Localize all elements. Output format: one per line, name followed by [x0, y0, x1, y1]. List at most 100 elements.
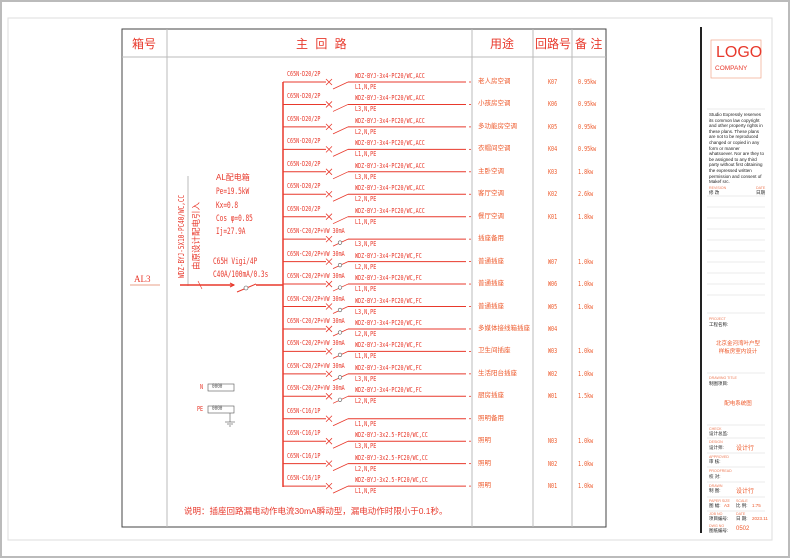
phase-label: L3,N,PE [355, 105, 377, 114]
header-main-circuit: 主 回 路 [296, 37, 349, 51]
drawn-label: 制 图: [709, 488, 721, 493]
breaker-label: C65N-C20/2P+VW 30mA [287, 272, 345, 281]
circuit-no: W05 [548, 302, 558, 311]
paper-size-label: 图 幅: [709, 503, 721, 508]
remark: 1.0kw [578, 482, 594, 491]
cable-label: WDZ-BYJ-3x4-PC20/WC,FC [355, 363, 422, 372]
proofread-label: 校 对: [709, 474, 721, 479]
circuit-no: W03 [548, 347, 558, 356]
remark: 1.8kw [578, 167, 594, 176]
paper-size-value: A3 [724, 503, 730, 508]
box-title: AL配电箱 [216, 173, 250, 182]
breaker-switch-contact [332, 148, 349, 157]
logo: LOGO [716, 44, 763, 61]
breaker-x-icon [325, 415, 333, 423]
phase-label: L2,N,PE [355, 464, 377, 473]
drawing-name: 配电系统图 [724, 401, 752, 407]
header-box-no: 箱号 [132, 37, 157, 51]
title-block-rules [707, 108, 765, 512]
incoming-cable: WDZ-BYJ-5X10-PC40/WC,CC [177, 194, 186, 278]
circuit-no: W02 [548, 369, 558, 378]
cable-label: WDZ-BYJ-3x2.5-PC20/WC,CC [355, 431, 428, 440]
breaker-label: C65N-C16/1P [287, 474, 321, 483]
table-frame [121, 28, 607, 528]
circuit-no: K07 [548, 78, 558, 86]
breaker-x-icon [325, 258, 333, 265]
approved-label-en: APPROVED [709, 455, 729, 459]
box-kx: Kx=0.8 [216, 201, 239, 211]
job-no-label-en: JOB NO [709, 512, 723, 516]
scale-label-en: SCALE [736, 499, 748, 503]
usage-label: 照明 [478, 459, 491, 467]
date-label: 日期 [756, 190, 765, 195]
usage-label: 普通插座 [478, 280, 504, 288]
phase-label: L1,N,PE [355, 217, 377, 226]
breaker-x-icon [325, 213, 333, 220]
issue-date-label-en: DATE [736, 512, 746, 516]
revision-label-en: REVISION [709, 186, 727, 190]
breaker-label: C65N-D20/2P [287, 70, 321, 78]
rcd-icon [337, 375, 343, 380]
usage-label: 生活阳台插座 [478, 369, 517, 377]
circuit-no: N03 [548, 437, 558, 446]
remark: 1.5kw [578, 392, 594, 401]
phase-label: L2,N,PE [355, 329, 377, 338]
cable-label: WDZ-BYJ-3x4-PC20/WC,FC [355, 296, 422, 305]
n-terminal-block [207, 383, 235, 392]
remark: 0.95kw [578, 100, 597, 109]
breaker-label: C65N-D20/2P [287, 182, 321, 191]
circuit-no: W01 [548, 392, 558, 401]
approved-label: 审 核: [709, 459, 721, 464]
designer-value: 设计行 [736, 446, 755, 452]
project-label-en: PROJECT [709, 317, 726, 321]
breaker-label: C65N-C16/1P [287, 451, 321, 460]
remark: 2.6kw [578, 190, 594, 199]
remark: 1.8kw [578, 212, 594, 221]
usage-label: 多媒体接线箱插座 [478, 324, 530, 332]
date-label-en: DATE [756, 186, 766, 190]
breaker-switch-contact [332, 463, 349, 472]
pe-terminal-block [207, 405, 235, 414]
proofread-label-en: PROOFREAD [709, 469, 732, 473]
project-name: 北京金河湾叶户型 样板房室内设计 [715, 341, 760, 355]
cable-label: WDZ-BYJ-3x4-PC20/WC,ACC [355, 206, 425, 215]
incoming-arrow [229, 282, 236, 288]
phase-label: L3,N,PE [355, 240, 377, 249]
circuit-no: K02 [548, 190, 558, 199]
drawn-label-en: DRAWN [709, 484, 723, 488]
usage-label: 客厅空调 [478, 190, 504, 198]
usage-label: 餐厅空调 [478, 212, 504, 220]
cable-label: WDZ-BYJ-3x4-PC20/WC,ACC [355, 116, 425, 125]
cable-label: WDZ-BYJ-3x4-PC20/WC,ACC [355, 72, 425, 80]
design-label-en: DESIGN [709, 440, 723, 444]
main-breaker: C65H Vigi/4P [213, 257, 258, 267]
phase-label: L2,N,PE [355, 262, 377, 271]
cable-label: WDZ-BYJ-3x4-PC20/WC,FC [355, 318, 422, 327]
drawing-title-label-en: DRAWING TITLE [709, 376, 737, 380]
cable-label: WDZ-BYJ-3x4-PC20/WC,ACC [355, 139, 425, 148]
breaker-label: C65N-D20/2P [287, 204, 321, 213]
box-id: AL3 [134, 274, 151, 284]
phase-label: L1,N,PE [355, 285, 377, 294]
phase-label: L3,N,PE [355, 307, 377, 316]
breaker-x-icon [325, 146, 333, 153]
rcd-icon [337, 307, 343, 313]
breaker-x-icon [325, 235, 333, 243]
phase-label: L2,N,PE [355, 127, 377, 136]
cable-label: WDZ-BYJ-3x4-PC20/WC,FC [355, 251, 422, 260]
incoming-cable-wrap: WDZ-BYJ-5X10-PC40/WC,CC [171, 178, 186, 278]
breaker-label: C65N-C16/1P [287, 429, 321, 438]
remark: 1.0kw [578, 437, 594, 446]
breaker-label: C65N-C20/2P+VW 30mA [287, 227, 345, 236]
breaker-switch-contact [332, 171, 349, 180]
usage-label: 衣帽间空调 [478, 145, 511, 153]
breaker-x-icon [325, 393, 333, 400]
design-label: 设计师: [709, 445, 724, 450]
breaker-label: C65N-D20/2P [287, 114, 321, 123]
rcd-icon [337, 397, 343, 402]
circuit-no: N01 [548, 482, 558, 491]
cable-label: WDZ-BYJ-3x4-PC20/WC,FC [355, 274, 422, 283]
breaker-label: C65N-C20/2P+VW 30mA [287, 339, 345, 348]
rcd-icon [337, 352, 343, 358]
